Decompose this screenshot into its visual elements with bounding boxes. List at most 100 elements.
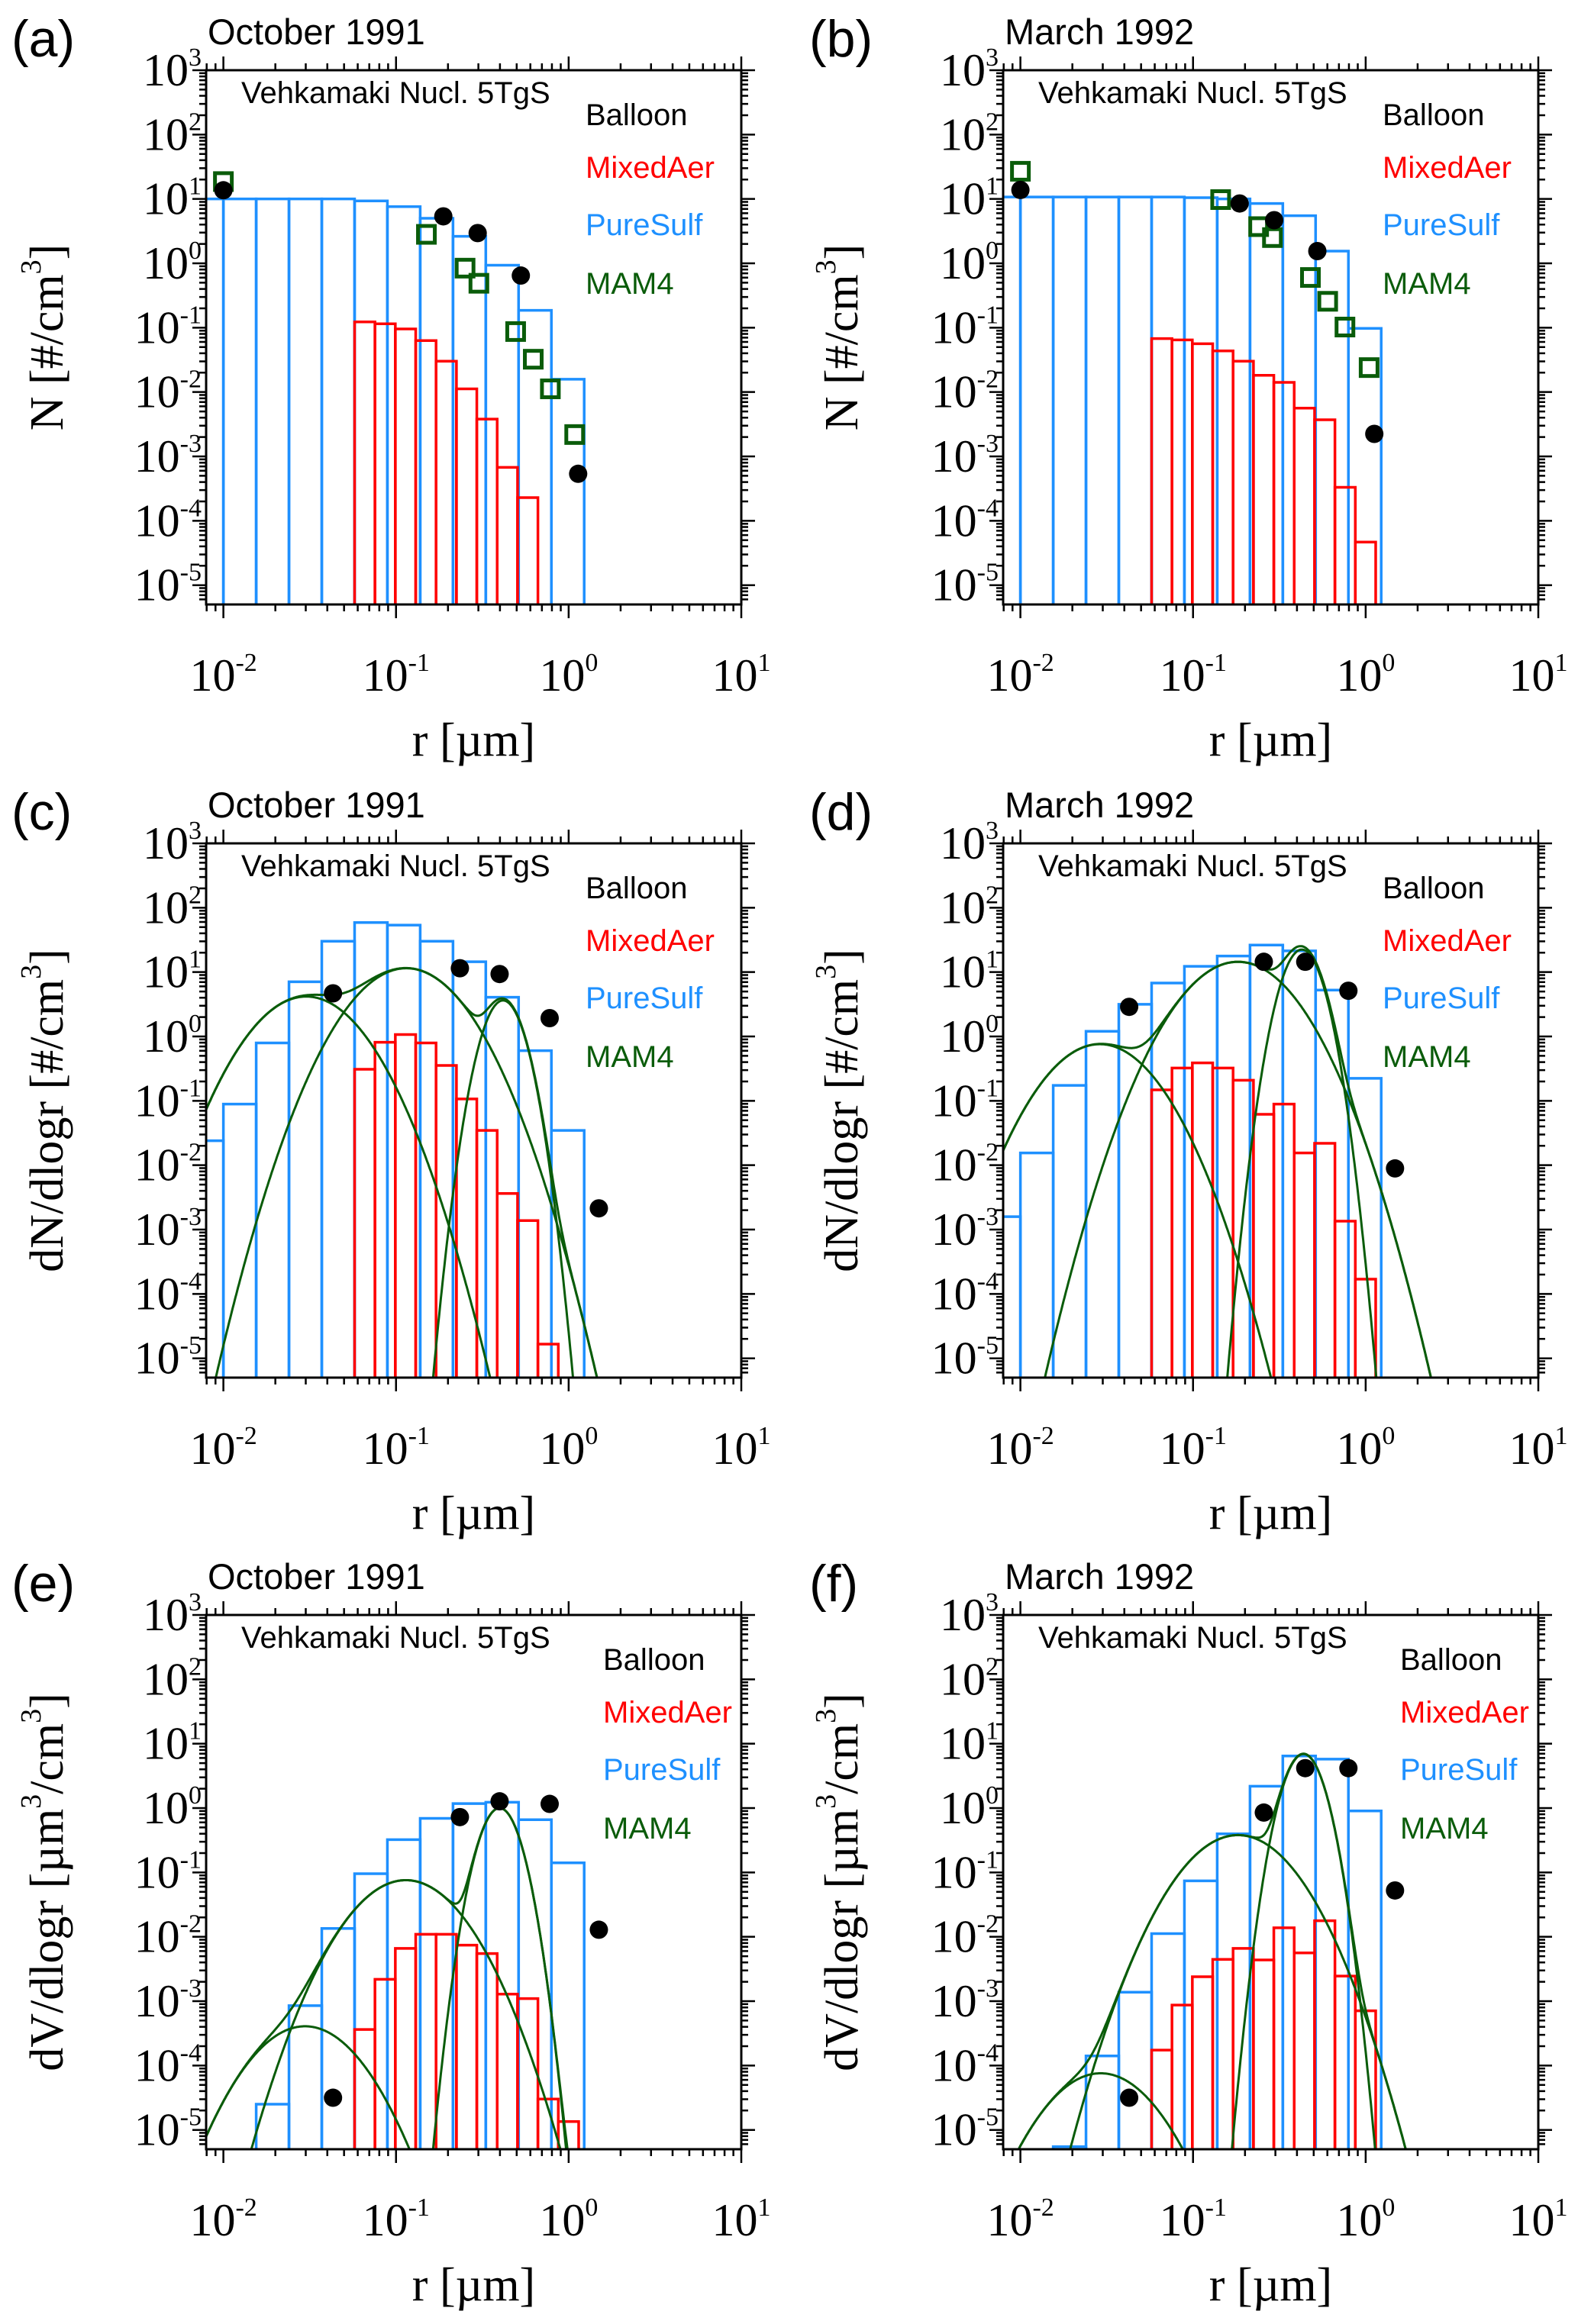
panel-label: (f) [809, 1555, 858, 1613]
balloon-marker [468, 224, 487, 243]
tick-exponent: 1 [758, 2193, 771, 2222]
tick-base: 10 [1509, 2195, 1555, 2245]
y-tick-label: 10-4 [134, 2039, 202, 2090]
balloon-marker [434, 207, 453, 226]
model-annotation: Vehkamaki Nucl. 5TgS [241, 76, 550, 110]
tick-exponent: 0 [585, 2193, 598, 2222]
tick-exponent: 0 [189, 1010, 202, 1038]
legend-mam4: MAM4 [603, 1812, 692, 1845]
mixedaer-bar [516, 1219, 540, 1378]
balloon-marker [540, 1008, 559, 1027]
y-axis-label-text: dN/dlogr [#/cm [816, 979, 868, 1272]
balloon-marker [450, 959, 470, 978]
y-tick-label: 10-2 [931, 1910, 999, 1962]
tick-exponent: 2 [986, 881, 999, 909]
mixedaer-bar [536, 1343, 560, 1378]
tick-base: 10 [940, 818, 986, 869]
tick-exponent: -1 [977, 1845, 999, 1874]
y-axis-label-superscript: 3 [15, 259, 47, 274]
tick-base: 10 [134, 1333, 180, 1384]
y-tick-label: 10-4 [931, 1267, 999, 1319]
plot-area [206, 1800, 586, 2149]
axis-ticks [989, 830, 1552, 1391]
tick-base: 10 [940, 947, 986, 998]
plot-area [1003, 195, 1383, 604]
tick-exponent: 1 [986, 946, 999, 974]
y-axis-label-text: ] [21, 244, 73, 260]
legend-puresulf: PureSulf [603, 1753, 721, 1787]
x-tick-label: 101 [1509, 1422, 1568, 1474]
tick-base: 10 [143, 1783, 189, 1833]
tick-exponent: 2 [189, 1652, 202, 1681]
mam4-marker [540, 378, 561, 399]
balloon-marker [589, 1199, 608, 1218]
tick-base: 10 [143, 1590, 189, 1640]
plot-area [206, 920, 599, 1378]
y-tick-label: 101 [940, 172, 999, 224]
y-tick-label: 10-3 [134, 1974, 202, 2026]
balloon-marker [1011, 180, 1030, 199]
balloon-marker [1265, 211, 1284, 230]
tick-base: 10 [143, 1011, 189, 1062]
balloon-marker [1339, 1758, 1358, 1778]
panel-e: (e) October 199110310210110010-110-210-31… [11, 1555, 771, 2311]
tick-base: 10 [143, 947, 189, 998]
tick-exponent: 3 [189, 1588, 202, 1616]
balloon-marker [540, 1794, 559, 1813]
tick-base: 10 [940, 238, 986, 288]
y-tick-label: 10-1 [134, 1845, 202, 1897]
mam4-mode-curve-3 [431, 999, 575, 1378]
y-tick-label: 10-5 [931, 559, 999, 611]
tick-base: 10 [189, 2195, 235, 2245]
y-tick-label: 10-1 [134, 1074, 202, 1126]
tick-base: 10 [143, 109, 189, 160]
balloon-marker [511, 266, 531, 285]
tick-base: 10 [986, 2195, 1032, 2245]
tick-exponent: -1 [1205, 649, 1227, 677]
balloon-marker [1365, 424, 1384, 443]
legend-puresulf: PureSulf [1383, 208, 1500, 242]
tick-exponent: 0 [986, 1010, 999, 1038]
tick-base: 10 [940, 1719, 986, 1769]
y-tick-label: 103 [143, 817, 202, 869]
y-tick-label: 101 [143, 946, 202, 998]
tick-exponent: -1 [977, 301, 999, 329]
tick-base: 10 [931, 2105, 977, 2155]
y-axis-label-text: ] [816, 1693, 868, 1709]
tick-base: 10 [539, 1423, 585, 1474]
y-axis-label: dN/dlogr [#/cm3] [15, 949, 74, 1272]
tick-exponent: -1 [1205, 1422, 1227, 1450]
mixedaer-bar [1354, 540, 1377, 604]
y-tick-label: 103 [940, 1588, 999, 1640]
tick-base: 10 [712, 1423, 758, 1474]
mam4-total-curve [1017, 1752, 1407, 2149]
mam4-marker [1358, 357, 1380, 379]
tick-base: 10 [1336, 650, 1382, 701]
y-tick-label: 10-2 [134, 1139, 202, 1191]
y-tick-label: 102 [940, 108, 999, 160]
legend-mam4: MAM4 [1383, 267, 1471, 301]
plot-area [1003, 943, 1432, 1378]
y-axis-label-superscript: 3 [810, 259, 842, 274]
tick-exponent: 3 [986, 817, 999, 845]
tick-exponent: 0 [1382, 649, 1395, 677]
puresulf-bar [1347, 1077, 1383, 1378]
plot-area [1017, 1752, 1407, 2149]
tick-exponent: 0 [189, 1781, 202, 1810]
tick-base: 10 [712, 2195, 758, 2245]
tick-exponent: 0 [986, 237, 999, 265]
y-axis-label-text: dV/dlogr [µm [816, 1809, 868, 2071]
x-tick-label: 10-1 [1160, 1422, 1227, 1474]
tick-exponent: 1 [986, 1717, 999, 1745]
y-tick-label: 10-2 [134, 1910, 202, 1962]
panel-b: (b) March 199210310210110010-110-210-310-… [809, 10, 1568, 766]
tick-exponent: -2 [1032, 1422, 1054, 1450]
x-axis-label: r [µm] [1209, 2259, 1332, 2311]
y-axis-label-text: /cm [816, 1723, 868, 1794]
y-tick-label: 10-2 [134, 366, 202, 417]
tick-base: 10 [189, 650, 235, 701]
tick-exponent: -2 [180, 366, 202, 394]
legend-puresulf: PureSulf [586, 981, 703, 1015]
y-tick-label: 102 [940, 1652, 999, 1704]
balloon-marker [1120, 2088, 1139, 2107]
